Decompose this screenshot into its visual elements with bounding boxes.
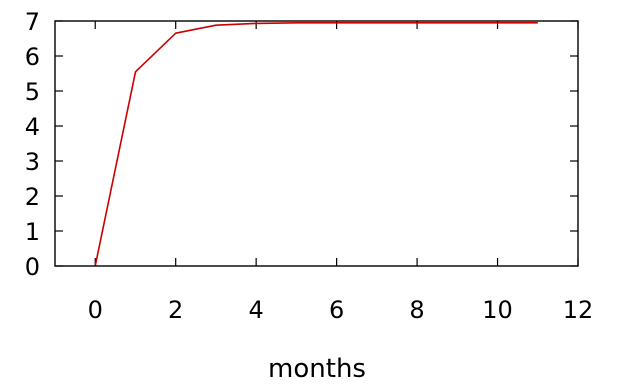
y-tick-label: 2: [25, 183, 40, 211]
y-tick-label: 6: [25, 43, 40, 71]
x-tick-label: 2: [168, 296, 183, 324]
y-tick-label: 7: [25, 8, 40, 36]
x-tick-label: 6: [329, 296, 344, 324]
y-tick-label: 0: [25, 253, 40, 281]
x-tick-label: 10: [482, 296, 513, 324]
x-tick-label: 4: [249, 296, 264, 324]
series-layer: [94, 21, 538, 267]
x-axis-title: months: [268, 354, 366, 384]
x-tick-label: 8: [409, 296, 424, 324]
x-tick-label: 0: [88, 296, 103, 324]
y-tick-label: 1: [25, 218, 40, 246]
plot-frame: [54, 20, 579, 267]
series-line: [94, 21, 538, 267]
y-tick-label: 3: [25, 148, 40, 176]
x-tick-label: 12: [563, 296, 594, 324]
y-tick-label: 5: [25, 78, 40, 106]
y-tick-label: 4: [25, 113, 40, 141]
